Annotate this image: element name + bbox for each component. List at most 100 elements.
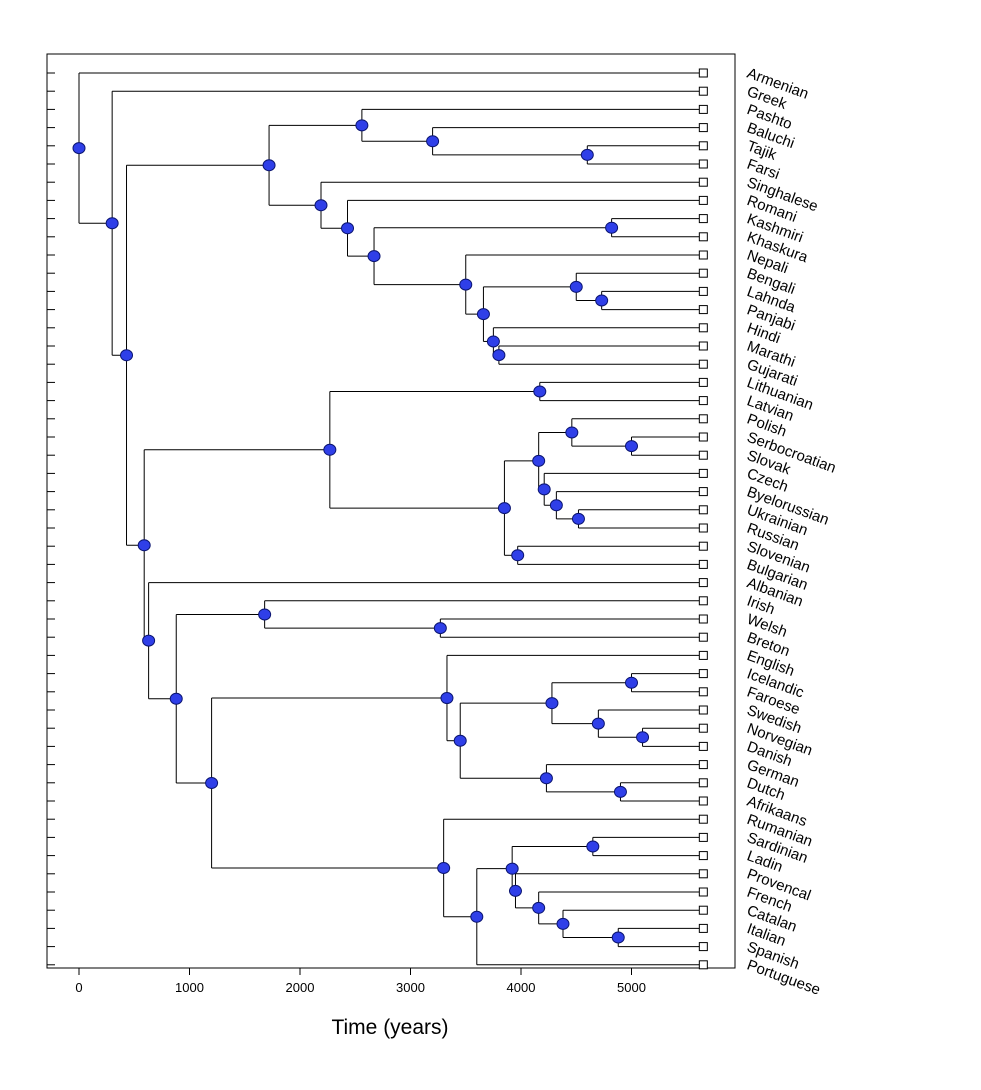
leaf-tips (698, 68, 708, 970)
leaf-tip-afrikaans (698, 796, 708, 806)
leaf-tip-albanian (698, 578, 708, 588)
divergence-node (169, 692, 183, 705)
divergence-node (605, 221, 619, 234)
leaf-tip-slovenian (698, 541, 708, 551)
leaf-tip-welsh (698, 614, 708, 624)
leaf-tip-armenian (698, 68, 708, 78)
divergence-node (580, 148, 594, 161)
divergence-node (120, 349, 134, 362)
leaf-tip-norvegian (698, 723, 708, 733)
divergence-node (556, 917, 570, 930)
divergence-node (586, 840, 600, 853)
divergence-node (571, 512, 585, 525)
divergence-node (476, 308, 490, 321)
x-axis: 0 1000 2000 3000 4000 5000 (75, 968, 646, 995)
divergence-node (105, 217, 119, 230)
leaf-tip-dutch (698, 778, 708, 788)
leaf-tip-greek (698, 86, 708, 96)
divergence-node (426, 135, 440, 148)
leaf-tip-byelorussian (698, 487, 708, 497)
leaf-tip-german (698, 760, 708, 770)
x-tick-label: 5000 (617, 980, 646, 995)
leaf-tip-portuguese (698, 960, 708, 970)
divergence-node (262, 159, 276, 172)
leaf-tip-gujarati (698, 359, 708, 369)
leaf-tip-ukrainian (698, 505, 708, 515)
leaf-tip-provencal (698, 869, 708, 879)
leaf-tip-lahnda (698, 286, 708, 296)
divergence-node (591, 717, 605, 730)
leaf-tip-latvian (698, 396, 708, 406)
leaf-tip-faroese (698, 687, 708, 697)
x-tick-label: 0 (75, 980, 82, 995)
divergence-node (545, 697, 559, 710)
divergence-node (459, 278, 473, 291)
internal-nodes (72, 119, 650, 944)
leaf-tip-lithuanian (698, 377, 708, 387)
leaf-tip-bengali (698, 268, 708, 278)
divergence-node (137, 539, 151, 552)
leaf-tip-pashto (698, 104, 708, 114)
divergence-node (367, 250, 381, 263)
divergence-node (486, 335, 500, 348)
leaf-tip-romani (698, 195, 708, 205)
divergence-node (595, 294, 609, 307)
leaf-tip-swedish (698, 705, 708, 715)
divergence-node (532, 901, 546, 914)
leaf-tip-czech (698, 468, 708, 478)
leaf-tip-icelandic (698, 669, 708, 679)
divergence-node (508, 884, 522, 897)
leaf-tip-spanish (698, 942, 708, 952)
leaf-tip-kashmiri (698, 214, 708, 224)
leaf-tip-slovak (698, 450, 708, 460)
leaf-tip-italian (698, 923, 708, 933)
leaf-tip-panjabi (698, 305, 708, 315)
divergence-node (440, 692, 454, 705)
divergence-node (497, 502, 511, 515)
divergence-node (505, 862, 519, 875)
leaf-tip-catalan (698, 905, 708, 915)
divergence-node (625, 440, 638, 453)
leaf-tip-nepali (698, 250, 708, 260)
leaf-tip-bulgarian (698, 559, 708, 569)
leaf-tip-farsi (698, 159, 708, 169)
x-tick-label: 4000 (507, 980, 536, 995)
left-tick-marks (47, 72, 55, 966)
leaf-tip-khaskura (698, 232, 708, 242)
leaf-tip-english (698, 650, 708, 660)
x-tick-label: 2000 (286, 980, 315, 995)
leaf-tip-tajik (698, 141, 708, 151)
leaf-tip-rumanian (698, 814, 708, 824)
leaf-tip-sardinian (698, 832, 708, 842)
divergence-node (355, 119, 369, 132)
divergence-node (437, 861, 451, 874)
divergence-node (314, 199, 328, 212)
plot-frame (46, 53, 736, 969)
divergence-node (569, 280, 583, 293)
leaf-tip-ladin (698, 851, 708, 861)
x-axis-title: Time (years) (331, 1016, 448, 1039)
leaf-tip-serbocroatian (698, 432, 708, 442)
divergence-node (72, 142, 86, 155)
divergence-node (323, 443, 337, 456)
divergence-node (611, 931, 625, 944)
leaf-tip-marathi (698, 341, 708, 351)
x-tick-label: 3000 (396, 980, 425, 995)
x-tick-label: 1000 (175, 980, 204, 995)
leaf-tip-baluchi (698, 123, 708, 133)
leaf-tip-danish (698, 741, 708, 751)
leaf-tip-hindi (698, 323, 708, 333)
leaf-tip-singhalese (698, 177, 708, 187)
divergence-node (453, 734, 467, 747)
divergence-node (205, 777, 219, 790)
leaf-tip-breton (698, 632, 708, 642)
divergence-node (341, 222, 355, 235)
divergence-node (636, 731, 650, 744)
divergence-node (549, 499, 563, 512)
leaf-tip-russian (698, 523, 708, 533)
divergence-node (470, 910, 484, 923)
divergence-node (565, 426, 579, 439)
divergence-node (625, 676, 638, 689)
tree-branches (78, 72, 704, 966)
